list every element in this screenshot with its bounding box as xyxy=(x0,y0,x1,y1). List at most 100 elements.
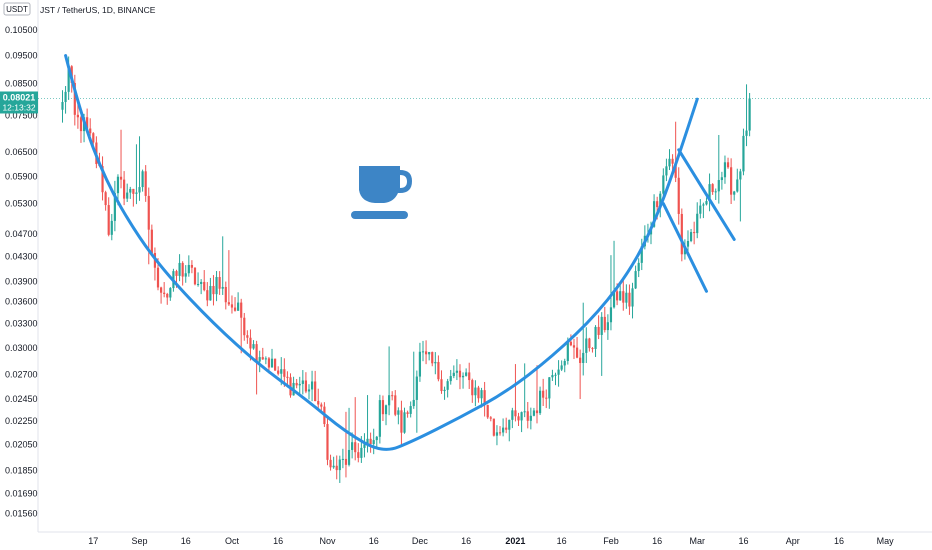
candle-body xyxy=(634,271,637,289)
candle-body xyxy=(366,438,369,445)
candle-body xyxy=(326,424,329,460)
candle-body xyxy=(101,166,104,193)
candle-body xyxy=(532,410,536,416)
candle-body xyxy=(200,281,203,284)
unit-badge[interactable]: USDT xyxy=(3,2,31,16)
candle-body xyxy=(628,292,631,307)
price-tick-label: 0.10500 xyxy=(5,25,38,35)
candle-body xyxy=(412,399,415,407)
candle-body xyxy=(159,287,163,293)
candle-body xyxy=(637,262,640,272)
candle-body xyxy=(739,171,742,180)
candle-body xyxy=(566,341,569,362)
candle-body xyxy=(591,348,594,350)
candle-body xyxy=(502,427,505,433)
candle-body xyxy=(61,102,64,110)
unit-badge-text: USDT xyxy=(6,5,28,14)
candle-body xyxy=(474,387,477,396)
candle-body xyxy=(400,410,403,433)
candle-body xyxy=(206,290,209,301)
symbol-title[interactable]: JST / TetherUS, 1D, BINANCE xyxy=(40,5,156,15)
candle-body xyxy=(347,449,351,465)
candle-body xyxy=(468,372,471,381)
candle-body xyxy=(190,264,194,268)
candle-body xyxy=(270,358,274,368)
candle-body xyxy=(431,352,434,364)
price-tick-label: 0.02450 xyxy=(5,394,38,404)
price-axis[interactable]: 0.10500 0.09500 0.08500 0.07500 0.06500 0.059… xyxy=(5,25,38,519)
candle-body xyxy=(338,459,341,471)
candle-body xyxy=(344,458,348,465)
trend-line-drawing[interactable] xyxy=(677,148,736,241)
candle-body xyxy=(548,377,551,399)
time-tick-label: 16 xyxy=(652,536,662,546)
candle-body xyxy=(329,459,332,468)
candle-body xyxy=(538,390,542,414)
candle-body xyxy=(520,412,523,421)
candle-body xyxy=(178,262,181,276)
trend-line-drawing[interactable] xyxy=(661,202,708,293)
candle-body xyxy=(230,304,234,308)
time-tick-label: May xyxy=(877,536,895,546)
candle-body xyxy=(301,380,304,384)
candle-body xyxy=(360,447,363,458)
candle-body xyxy=(212,285,215,295)
candle-body xyxy=(575,347,579,358)
candle-body xyxy=(708,184,711,202)
candle-body xyxy=(723,162,727,178)
time-axis[interactable]: 17 Sep 16 Oct 16 Nov 16 Dec 16 2021 16 Feb 16 Mar 16 Ap… xyxy=(88,536,894,546)
candle-body xyxy=(702,204,705,206)
time-tick-label: 17 xyxy=(88,536,98,546)
candle-body xyxy=(424,351,428,355)
candle-body xyxy=(689,232,693,241)
time-tick-label: Nov xyxy=(319,536,336,546)
candle-body xyxy=(529,415,532,421)
candle-body xyxy=(572,345,576,348)
candle-body xyxy=(203,281,206,291)
candle-body xyxy=(341,458,344,460)
candle-body xyxy=(227,302,230,305)
candle-body xyxy=(129,188,132,193)
candle-body xyxy=(563,361,566,366)
time-tick-label: 16 xyxy=(557,536,567,546)
candle-body xyxy=(594,326,597,349)
candle-body xyxy=(64,91,67,103)
time-tick-label: Feb xyxy=(603,536,619,546)
candle-body xyxy=(409,406,412,414)
drawings-layer[interactable] xyxy=(64,54,736,451)
candle-body xyxy=(169,288,172,298)
candle-body xyxy=(699,205,702,214)
candle-body xyxy=(483,390,486,406)
price-tick-label: 0.02050 xyxy=(5,439,38,449)
time-tick-label: 16 xyxy=(461,536,471,546)
candle-body xyxy=(742,135,745,172)
candle-body xyxy=(277,370,280,374)
candle-body xyxy=(126,192,129,199)
cup-curve-drawing[interactable] xyxy=(64,54,699,451)
candle-body xyxy=(237,302,240,311)
plot-area[interactable] xyxy=(38,0,932,532)
countdown-timer: 12:13:32 xyxy=(2,102,35,112)
candle-body xyxy=(381,400,385,415)
candle-body xyxy=(631,288,634,307)
candle-body xyxy=(378,400,381,437)
candle-body xyxy=(280,369,283,374)
candle-body xyxy=(104,192,107,206)
time-tick-label: 2021 xyxy=(505,536,525,546)
candle-body xyxy=(135,192,138,194)
candle-body xyxy=(196,283,200,285)
candle-body xyxy=(264,358,267,360)
price-tick-label: 0.09500 xyxy=(5,51,38,61)
candle-body xyxy=(656,201,659,208)
coffee-cup-icon xyxy=(351,166,412,219)
time-tick-label: Apr xyxy=(786,536,800,546)
candle-body xyxy=(517,416,520,421)
candle-body xyxy=(307,389,311,392)
candle-body xyxy=(89,128,92,134)
candle-body xyxy=(498,432,502,434)
price-tick-label: 0.03600 xyxy=(5,297,38,307)
candle-body xyxy=(298,383,301,386)
candle-body xyxy=(526,411,529,421)
candle-body xyxy=(394,395,397,415)
